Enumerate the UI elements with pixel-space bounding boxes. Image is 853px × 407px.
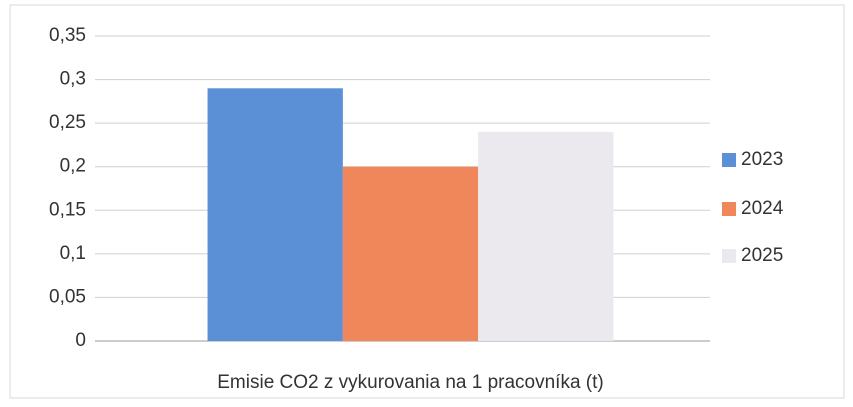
legend-swatch — [722, 153, 736, 167]
y-tick-label: 0,2 — [60, 156, 86, 177]
y-tick-label: 0,05 — [49, 286, 86, 307]
x-tick-label: Emisie CO2 z vykurovania na 1 pracovníka… — [217, 372, 604, 393]
bar — [207, 88, 343, 342]
y-tick-label: 0,35 — [49, 25, 86, 46]
bar — [478, 131, 614, 341]
y-tick-label: 0,1 — [60, 243, 86, 264]
y-tick-label: 0,15 — [49, 199, 86, 220]
legend-label: 2023 — [741, 149, 783, 170]
bar — [342, 166, 479, 341]
y-tick-label: 0,25 — [49, 112, 86, 133]
legend-swatch — [722, 249, 736, 263]
legend-swatch — [722, 202, 736, 216]
legend-label: 2024 — [741, 198, 784, 219]
y-tick-label: 0,3 — [60, 69, 86, 90]
y-tick-label: 0 — [75, 330, 86, 351]
legend-label: 2025 — [741, 245, 783, 266]
